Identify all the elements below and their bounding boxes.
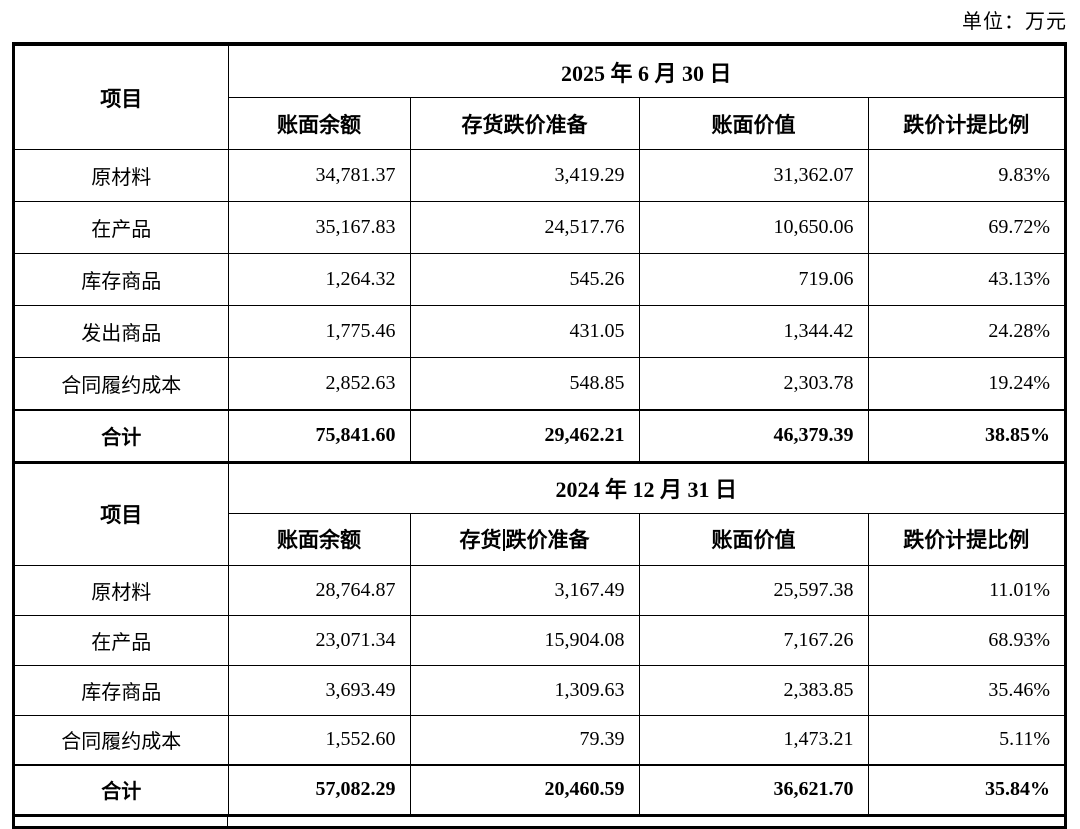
date-header: 2024 年 12 月 31 日	[227, 462, 1064, 514]
table-section-0: 项目 2025 年 6 月 30 日账面余额 存货跌价准备 账面价值 跌价计提比例 原材料…	[15, 45, 1064, 463]
value-cell: 29,462.21	[409, 408, 640, 463]
value-cell: 35,167.83	[227, 201, 411, 254]
value-cell: 79.39	[409, 714, 640, 766]
value-cell: 24.28%	[867, 305, 1064, 358]
total-row: 合计 75,841.60 29,462.21 46,379.39 38.85%	[15, 408, 1064, 463]
value-cell: 548.85	[409, 357, 640, 410]
inventory-provision-tables: 项目 2025 年 6 月 30 日账面余额 存货跌价准备 账面价值 跌价计提比例 原材料…	[12, 42, 1067, 829]
value-cell: 7,167.26	[638, 614, 869, 666]
value-cell: 23,071.34	[227, 614, 411, 666]
value-cell: 9.83%	[867, 149, 1064, 202]
header-row-date: 项目 2025 年 6 月 30 日	[15, 45, 1064, 150]
item-cell: 合同履约成本	[15, 357, 229, 410]
value-cell: 719.06	[638, 253, 869, 306]
value-cell: 19.24%	[867, 357, 1064, 410]
table-row: 库存商品 3,693.49 1,309.63 2,383.85 35.46%	[15, 664, 1064, 716]
table-row: 合同履约成本 1,552.60 79.39 1,473.21 5.11%	[15, 714, 1064, 766]
header-row-columns: 账面余额存货跌价准备账面价值跌价计提比例	[15, 97, 1064, 150]
column-header: 账面余额	[228, 512, 411, 566]
partial-next-table-row	[15, 816, 1064, 826]
table-section-1: 项目 2024 年 12 月 31 日账面余额 存货 跌价准备 账面价值 跌价计提比例 原材…	[15, 462, 1064, 817]
value-cell: 15,904.08	[409, 614, 640, 666]
column-header: 存货跌价准备	[409, 97, 640, 150]
column-header-text: 跌价准备	[505, 528, 590, 552]
value-cell: 34,781.37	[227, 149, 411, 202]
item-cell: 发出商品	[15, 305, 229, 358]
value-cell: 24,517.76	[409, 201, 640, 254]
table-row: 原材料 34,781.37 3,419.29 31,362.07 9.83%	[15, 149, 1064, 202]
item-cell: 原材料	[15, 564, 229, 616]
item-cell: 合计	[15, 764, 229, 817]
value-cell: 3,693.49	[227, 664, 411, 716]
value-cell: 43.13%	[867, 253, 1064, 306]
value-cell: 431.05	[409, 305, 640, 358]
value-cell: 2,383.85	[638, 664, 869, 716]
value-cell: 10,650.06	[638, 201, 869, 254]
item-cell: 在产品	[15, 201, 229, 254]
value-cell: 3,167.49	[409, 564, 640, 616]
value-cell: 1,264.32	[227, 253, 411, 306]
item-cell: 合计	[15, 408, 229, 463]
value-cell: 2,303.78	[638, 357, 869, 410]
value-cell: 2,852.63	[227, 357, 411, 410]
table-row: 发出商品 1,775.46 431.05 1,344.42 24.28%	[15, 305, 1064, 358]
value-cell: 36,621.70	[638, 764, 869, 817]
value-cell: 1,309.63	[409, 664, 640, 716]
partial-item-cell	[15, 816, 228, 826]
value-cell: 545.26	[409, 253, 640, 306]
value-cell: 28,764.87	[227, 564, 411, 616]
value-cell: 31,362.07	[638, 149, 869, 202]
item-column-header: 项目	[15, 45, 229, 150]
item-column-header: 项目	[15, 462, 229, 566]
column-header: 跌价计提比例	[867, 512, 1064, 566]
value-cell: 1,552.60	[227, 714, 411, 766]
header-row-columns: 账面余额存货跌价准备账面价值跌价计提比例	[15, 512, 1064, 566]
column-header: 存货跌价准备	[409, 512, 640, 566]
column-header: 账面价值	[638, 512, 869, 566]
column-header: 跌价计提比例	[867, 97, 1064, 150]
item-cell: 合同履约成本	[15, 714, 229, 766]
item-cell: 库存商品	[15, 253, 229, 306]
value-cell: 69.72%	[867, 201, 1064, 254]
table-row: 合同履约成本 2,852.63 548.85 2,303.78 19.24%	[15, 357, 1064, 410]
value-cell: 1,344.42	[638, 305, 869, 358]
total-row: 合计 57,082.29 20,460.59 36,621.70 35.84%	[15, 764, 1064, 817]
value-cell: 75,841.60	[227, 408, 411, 463]
table-row: 在产品 23,071.34 15,904.08 7,167.26 68.93%	[15, 614, 1064, 666]
value-cell: 1,473.21	[638, 714, 869, 766]
header-row-date: 项目 2024 年 12 月 31 日	[15, 462, 1064, 566]
value-cell: 35.46%	[867, 664, 1064, 716]
item-cell: 在产品	[15, 614, 229, 666]
table-row: 在产品 35,167.83 24,517.76 10,650.06 69.72%	[15, 201, 1064, 254]
date-header: 2025 年 6 月 30 日	[227, 45, 1064, 98]
value-cell: 11.01%	[867, 564, 1064, 616]
column-header: 账面价值	[638, 97, 869, 150]
value-cell: 25,597.38	[638, 564, 869, 616]
unit-label: 单位：万元	[962, 11, 1067, 33]
value-cell: 1,775.46	[227, 305, 411, 358]
value-cell: 38.85%	[867, 408, 1064, 463]
item-cell: 库存商品	[15, 664, 229, 716]
value-cell: 35.84%	[867, 764, 1064, 817]
value-cell: 57,082.29	[227, 764, 411, 817]
table-row: 原材料 28,764.87 3,167.49 25,597.38 11.01%	[15, 564, 1064, 616]
text-cursor-caret	[502, 529, 505, 551]
item-cell: 原材料	[15, 149, 229, 202]
value-cell: 5.11%	[867, 714, 1064, 766]
column-header-text: 存货	[459, 528, 502, 552]
value-cell: 68.93%	[867, 614, 1064, 666]
value-cell: 46,379.39	[638, 408, 869, 463]
table-row: 库存商品 1,264.32 545.26 719.06 43.13%	[15, 253, 1064, 306]
value-cell: 20,460.59	[409, 764, 640, 817]
column-header: 账面余额	[228, 97, 411, 150]
value-cell: 3,419.29	[409, 149, 640, 202]
